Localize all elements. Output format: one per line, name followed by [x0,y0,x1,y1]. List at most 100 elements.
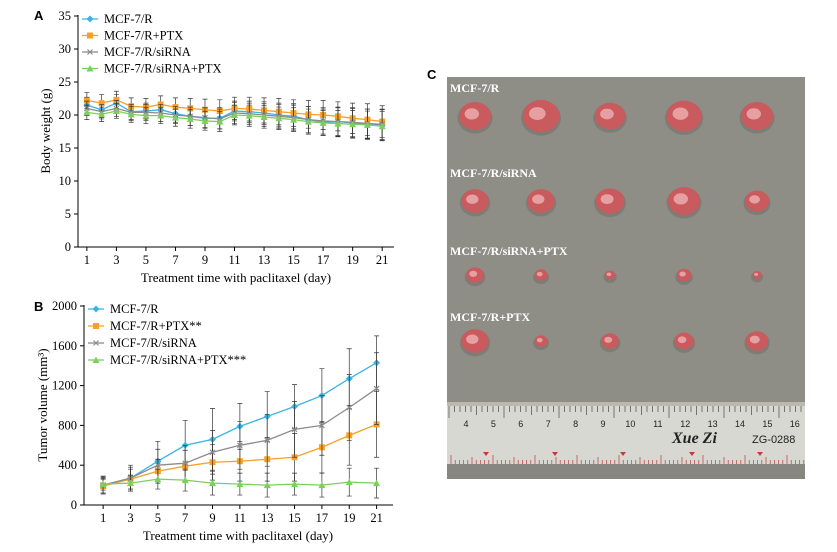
tumor-2-1 [533,269,549,285]
b-y-tick-label-5: 2000 [52,299,77,313]
panel-b-x-axis-label: Treatment time with paclitaxel (day) [143,528,333,543]
a-x-tick-label-5: 11 [228,253,240,267]
b-legend-item-2: MCF-7/R/siRNA [88,336,197,350]
a-x-tick-label-3: 7 [172,253,178,267]
a-point-3-8 [201,117,209,124]
a-legend-marker-3 [86,65,94,72]
tumor-3-0 [459,329,491,357]
panel-a-series [83,90,386,142]
tumor-1-3 [666,187,702,219]
ruler-edge [447,402,805,406]
b-x-tick-label-4: 9 [209,511,215,525]
a-point-3-4 [142,112,150,119]
a-x-tick-label-8: 17 [317,253,330,267]
tumor-highlight-3-3 [677,336,687,344]
tumor-photo: MCF-7/R MCF-7/R/siRNA MCF-7/R/siRNA+PTX MCF… [447,77,805,479]
b-point-3-2 [154,475,162,483]
a-series-3 [83,103,386,142]
a-legend-item-2: MCF-7/R/siRNA [82,45,191,59]
a-point-3-13 [275,114,283,122]
b-point-2-6 [264,437,271,444]
ruler-number-5: 9 [600,419,605,429]
b-y-tick-label-3: 1200 [52,379,77,393]
tumor-2-0 [464,267,486,287]
b-point-3-4 [209,479,217,487]
ruler-brand: Xue Zi [671,430,717,447]
a-point-1-1 [98,100,105,107]
b-legend-item-1: MCF-7/R+PTX** [88,319,202,333]
tumor-highlight-3-1 [536,337,543,343]
b-y-tick-label-0: 0 [71,498,77,512]
a-point-3-0 [83,108,91,116]
panel-b-series [99,335,381,499]
panel-a-x-ticks: 1 3 5 7 9 11 13 15 17 19 21 [84,247,389,267]
ruler-red-marker-1 [552,452,558,456]
a-point-3-2 [112,107,120,115]
b-point-3-1 [126,479,134,487]
tumor-highlight-3-4 [749,335,760,344]
ruler-body [447,402,805,464]
ruler-red-marker-0 [483,452,489,456]
a-point-1-0 [83,97,90,104]
b-x-tick-label-2: 5 [155,511,161,525]
a-legend-label-3: MCF-7/R/siRNA+PTX [104,62,222,76]
panel-a-x-axis-label: Treatment time with paclitaxel (day) [141,270,331,285]
a-legend-label-0: MCF-7/R [104,12,153,26]
ruler-code: ZG-0288 [752,434,795,446]
tumor-1-1 [525,189,557,217]
a-x-tick-label-0: 1 [84,253,90,267]
photo-row-label-1: MCF-7/R/siRNA [450,166,537,180]
b-legend-item-3: MCF-7/R/siRNA+PTX*** [88,353,246,367]
b-y-tick-label-2: 800 [58,418,77,432]
tumor-highlight-2-2 [606,272,612,277]
a-legend-label-2: MCF-7/R/siRNA [104,45,191,59]
tumor-1-0 [459,189,491,217]
b-x-tick-label-9: 19 [343,511,356,525]
panel-c: C MCF-7/RMCF-7/R/siRNAMCF-7/R/siRNA+PTXM… [427,67,805,479]
ruler: 4 5 6 7 8 9 10 11 12 13 14 15 16 Xue Zi ZG-0288 [447,402,805,464]
ruler-number-0: 4 [463,419,468,429]
tumor-0-4 [739,102,775,134]
a-point-3-5 [157,112,165,119]
b-x-tick-label-7: 15 [288,511,301,525]
a-point-3-1 [98,110,106,118]
panel-b-x-ticks: 1 3 5 7 9 11 13 15 17 19 21 [100,505,383,525]
tumor-0-3 [664,100,704,135]
b-point-2-9 [346,404,353,411]
panel-b-y-axis-label: Tumor volume (mm³) [35,348,50,461]
a-point-3-17 [334,120,342,127]
a-x-tick-label-10: 21 [376,253,389,267]
a-point-3-16 [319,119,327,126]
b-point-3-9 [345,478,353,486]
b-point-3-6 [263,481,271,489]
panel-b-letter: B [34,299,43,314]
a-point-3-14 [290,116,298,123]
ruler-number-12: 16 [790,419,800,429]
a-point-3-18 [349,120,357,128]
tumor-2-4 [751,271,763,283]
panel-a-letter: A [34,8,44,23]
b-legend-label-1: MCF-7/R+PTX** [110,319,202,333]
a-legend-item-1: MCF-7/R+PTX [82,29,183,43]
a-legend-marker-0 [86,15,94,23]
b-point-3-0 [99,480,107,488]
tumor-highlight-0-1 [529,107,546,121]
b-legend-label-2: MCF-7/R/siRNA [110,336,197,350]
a-x-tick-label-6: 13 [258,253,271,267]
a-x-tick-label-1: 3 [113,253,119,267]
b-series-3 [99,467,381,499]
photo-row-label-2: MCF-7/R/siRNA+PTX [450,244,568,258]
ruler-number-8: 12 [680,419,690,429]
tumor-highlight-0-0 [464,108,479,120]
a-point-3-15 [304,118,312,125]
b-y-tick-label-4: 1600 [52,339,77,353]
b-point-3-8 [318,481,326,489]
a-y-tick-label-7: 35 [59,9,72,23]
a-point-3-19 [363,121,371,128]
tumor-3-3 [672,332,696,353]
a-point-3-20 [378,122,386,130]
